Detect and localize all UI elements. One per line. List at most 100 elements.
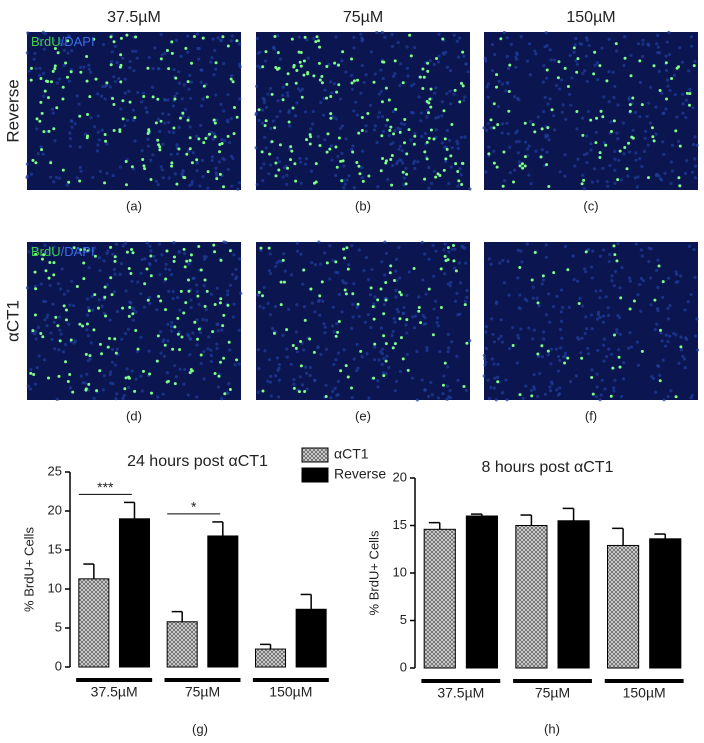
brdu-cell — [429, 128, 433, 132]
nucleus — [672, 331, 676, 336]
nucleus — [120, 56, 125, 60]
nucleus — [257, 118, 261, 123]
nucleus — [176, 70, 181, 74]
brdu-cell — [337, 63, 341, 67]
nucleus — [639, 248, 643, 252]
nucleus — [585, 38, 589, 42]
nucleus — [391, 74, 396, 78]
brdu-cell — [87, 382, 91, 386]
brdu-cell — [446, 246, 450, 250]
brdu-cell — [339, 369, 343, 373]
nucleus — [112, 75, 116, 79]
nucleus — [656, 285, 660, 289]
brdu-cell — [366, 112, 370, 116]
nucleus — [130, 279, 134, 283]
brdu-cell — [173, 382, 177, 386]
brdu-cell — [47, 276, 51, 280]
brdu-cell — [257, 108, 261, 112]
brdu-cell — [351, 292, 355, 296]
nucleus — [610, 279, 614, 283]
nucleus — [275, 356, 279, 360]
brdu-cell — [49, 80, 53, 84]
brdu-cell — [523, 155, 527, 159]
nucleus — [301, 282, 305, 286]
nucleus — [549, 58, 553, 62]
nucleus — [256, 64, 260, 68]
nucleus — [89, 341, 93, 345]
brdu-cell — [489, 118, 493, 122]
brdu-cell — [382, 60, 386, 64]
nucleus — [96, 130, 100, 134]
nucleus — [322, 322, 326, 326]
nucleus — [134, 310, 138, 314]
nucleus — [561, 103, 565, 107]
brdu-cell — [439, 267, 443, 271]
brdu-cell — [222, 185, 226, 189]
nucleus — [71, 304, 76, 308]
nucleus — [545, 150, 549, 154]
nucleus — [171, 130, 176, 135]
nucleus — [66, 289, 70, 293]
nucleus — [397, 245, 401, 249]
nucleus — [380, 260, 384, 264]
brdu-cell — [299, 340, 303, 344]
nucleus — [406, 74, 410, 78]
nucleus — [669, 181, 673, 185]
brdu-cell — [352, 79, 356, 83]
brdu-cell — [518, 266, 522, 270]
nucleus — [649, 85, 653, 89]
brdu-cell — [629, 74, 633, 78]
nucleus — [101, 84, 105, 89]
nucleus — [516, 96, 520, 101]
nucleus — [619, 178, 624, 182]
brdu-cell — [380, 134, 384, 138]
nucleus — [180, 97, 184, 101]
brdu-cell — [418, 75, 422, 79]
nucleus — [52, 320, 56, 324]
brdu-cell — [286, 166, 290, 170]
brdu-cell — [360, 128, 364, 132]
brdu-cell — [227, 340, 231, 344]
nucleus — [689, 35, 694, 39]
nucleus — [256, 293, 260, 297]
nucleus — [650, 375, 654, 379]
nucleus — [305, 387, 309, 391]
brdu-cell — [85, 79, 89, 83]
brdu-cell — [57, 374, 61, 378]
brdu-cell — [427, 287, 431, 291]
nucleus — [102, 259, 106, 263]
nucleus — [178, 367, 182, 371]
nucleus — [667, 30, 671, 35]
nucleus — [364, 124, 368, 128]
brdu-cell — [211, 330, 215, 334]
nucleus — [149, 249, 153, 253]
nucleus — [618, 332, 622, 336]
nucleus — [693, 135, 697, 139]
nucleus — [377, 358, 381, 362]
brdu-cell — [320, 75, 324, 79]
nucleus — [83, 381, 87, 385]
brdu-cell — [53, 67, 57, 71]
nucleus — [121, 244, 125, 248]
nucleus — [199, 361, 203, 366]
nucleus — [194, 134, 199, 138]
nucleus — [602, 343, 606, 347]
brdu-cell — [359, 349, 363, 353]
nucleus — [120, 337, 124, 341]
nucleus — [352, 35, 356, 40]
brdu-cell — [78, 322, 82, 326]
nucleus — [591, 249, 595, 253]
nucleus — [410, 376, 415, 380]
nucleus — [574, 59, 578, 63]
brdu-cell — [651, 135, 655, 139]
brdu-cell — [572, 46, 576, 50]
nucleus — [68, 386, 73, 390]
nucleus — [323, 88, 327, 92]
nucleus — [157, 66, 161, 71]
brdu-cell — [127, 375, 131, 379]
nucleus — [628, 150, 632, 154]
nucleus — [237, 362, 241, 366]
brdu-cell — [131, 251, 135, 255]
y-tick-label: 25 — [48, 463, 62, 478]
